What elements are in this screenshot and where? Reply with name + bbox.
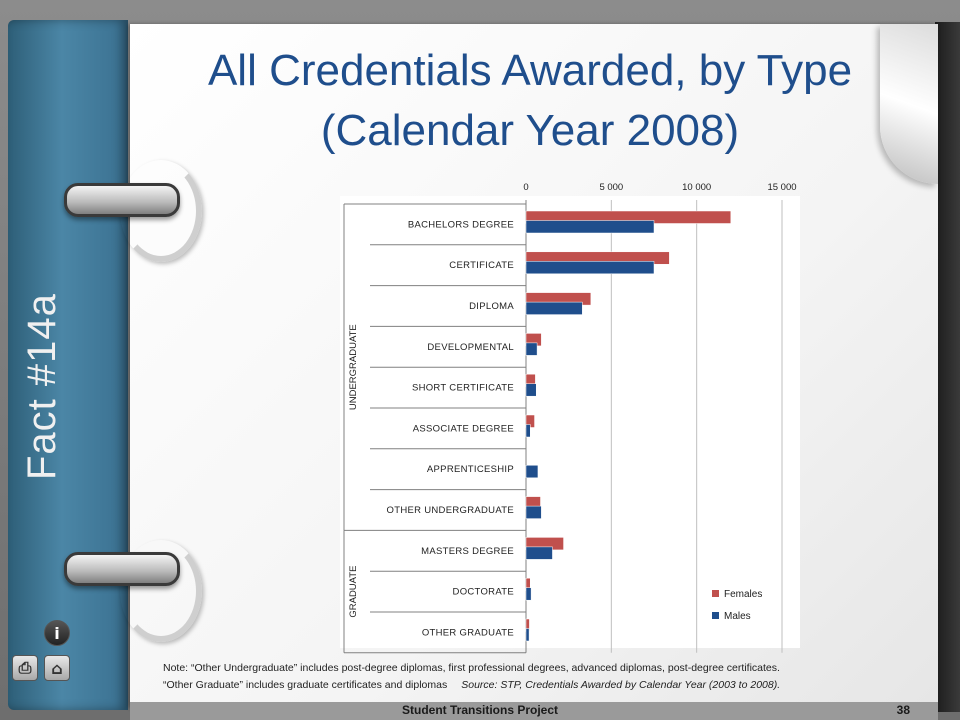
binder-edge [935, 22, 960, 712]
bar-males [525, 342, 538, 356]
note-line-1: Note: “Other Undergraduate” includes pos… [163, 662, 780, 674]
bar-males [525, 220, 655, 234]
x-tick-label: 5 000 [599, 182, 623, 193]
category-label: SHORT CERTIFICATE [412, 383, 514, 394]
category-label: OTHER GRADUATE [422, 627, 514, 638]
ring-arc-bottom [120, 540, 202, 642]
group-label: GRADUATE [348, 566, 359, 618]
bar-males [525, 424, 531, 438]
print-icon[interactable]: ⎙ [12, 655, 38, 681]
page-number: 38 [896, 703, 910, 717]
binder-ring-bottom [64, 552, 180, 586]
x-tick-label: 0 [523, 182, 528, 193]
x-tick-label: 10 000 [682, 182, 711, 193]
category-label: MASTERS DEGREE [421, 546, 514, 557]
bar-males [525, 301, 583, 315]
source-note: Source: STP, Credentials Awarded by Cale… [461, 679, 781, 691]
home-icon[interactable]: ⌂ [44, 655, 70, 681]
note-line-2-text: “Other Graduate” includes graduate certi… [163, 679, 448, 691]
page-title-line1: All Credentials Awarded, by Type [207, 46, 853, 95]
binder-spine [8, 20, 128, 710]
category-label: CERTIFICATE [449, 260, 514, 271]
category-label: ASSOCIATE DEGREE [413, 423, 514, 434]
category-label: DIPLOMA [469, 301, 514, 312]
note-line-2: “Other Graduate” includes graduate certi… [163, 679, 780, 691]
category-label: DEVELOPMENTAL [427, 342, 514, 353]
category-label: BACHELORS DEGREE [408, 219, 514, 230]
x-tick-label: 15 000 [767, 182, 796, 193]
category-label: DOCTORATE [453, 587, 514, 598]
bar-males [525, 628, 530, 642]
footer-bar [130, 702, 938, 720]
legend-swatch [712, 590, 719, 597]
page-curl [880, 24, 938, 184]
bar-males [525, 546, 553, 560]
bar-males [525, 465, 539, 479]
category-label: OTHER UNDERGRADUATE [387, 505, 514, 516]
info-icon[interactable]: i [44, 620, 70, 646]
legend-label: Males [724, 611, 751, 622]
category-label: APPRENTICESHIP [427, 464, 514, 475]
ring-arc-top [120, 160, 202, 262]
footer-title: Student Transitions Project [401, 703, 559, 717]
legend-swatch [712, 612, 719, 619]
legend-label: Females [724, 589, 762, 600]
bar-males [525, 587, 532, 601]
page-title-line2: (Calendar Year 2008) [320, 106, 740, 155]
binder-ring-top [64, 183, 180, 217]
group-label: UNDERGRADUATE [348, 324, 359, 410]
bar-males [525, 505, 542, 519]
bar-males [525, 261, 655, 275]
bar-males [525, 383, 537, 397]
